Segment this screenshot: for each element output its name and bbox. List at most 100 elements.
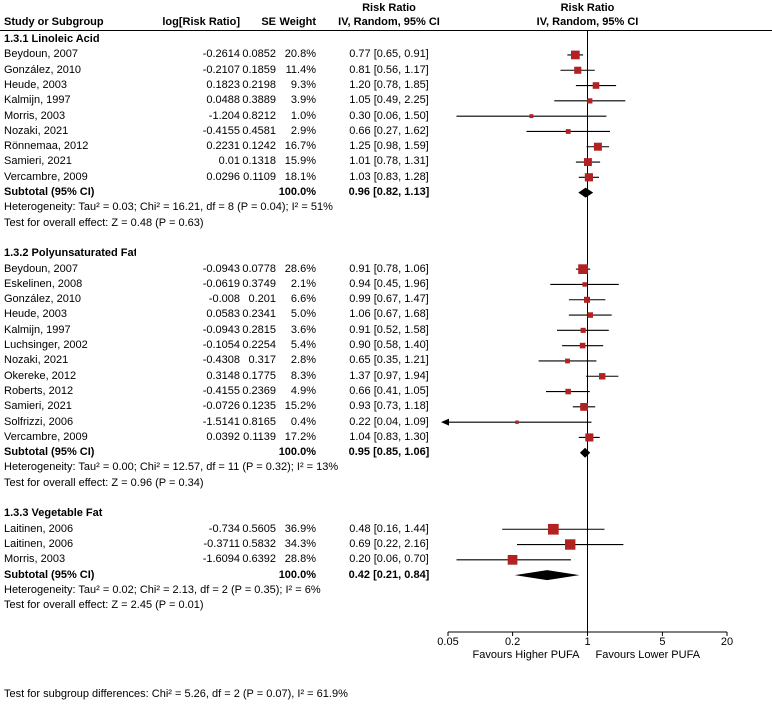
- ci-estimate-text: 0.66 [0.27, 1.62]: [349, 124, 429, 137]
- ci-estimate-text: 1.37 [0.97, 1.94]: [349, 369, 429, 382]
- log-risk-ratio-value: -1.204: [208, 109, 240, 122]
- subtotal-weight: 100.0%: [278, 186, 316, 198]
- standard-error-value: 0.5832: [242, 537, 276, 550]
- standard-error-value: 0.1775: [242, 369, 276, 382]
- study-weight-value: 18.1%: [284, 170, 316, 183]
- study-weight-value: 6.6%: [290, 293, 316, 306]
- ci-estimate-text: 0.94 [0.45, 1.96]: [349, 277, 429, 290]
- study-weight-value: 16.7%: [284, 140, 316, 153]
- heterogeneity-stats: Heterogeneity: Tau² = 0.02; Chi² = 2.13,…: [4, 583, 321, 596]
- study-name: Morris, 2003: [4, 553, 66, 566]
- study-row: Heude, 2003 0.1823 0.2198 9.3% 1.20 [0.78, 1…: [0, 78, 772, 93]
- ci-estimate-text: 0.99 [0.67, 1.47]: [349, 293, 429, 306]
- standard-error-value: 0.0778: [242, 262, 276, 275]
- study-weight-value: 28.8%: [284, 553, 316, 566]
- study-name: Heude, 2003: [4, 78, 67, 91]
- column-header-effect-method: IV, Random, 95% CI: [338, 16, 440, 28]
- standard-error-value: 0.2254: [242, 339, 276, 351]
- subtotal-row: Subtotal (95% CI) 100.0% 0.96 [0.82, 1.13]: [0, 185, 772, 200]
- axis-tick-label: 0.2: [504, 636, 521, 648]
- study-row: Heude, 2003 0.0583 0.2341 5.0% 1.06 [0.67, 1…: [0, 307, 772, 322]
- study-weight-value: 28.6%: [284, 262, 316, 275]
- overall-effect-row: Test for overall effect: Z = 0.96 (P = 0…: [0, 476, 772, 491]
- standard-error-value: 0.8212: [242, 109, 276, 122]
- subtotal-ci-text: 0.42 [0.21, 0.84]: [348, 568, 430, 581]
- study-row: Eskelinen, 2008 -0.0619 0.3749 2.1% 0.94 [0.…: [0, 277, 772, 292]
- subtotal-weight: 100.0%: [278, 568, 316, 581]
- axis-tick-label: 20: [720, 636, 734, 648]
- standard-error-value: 0.5605: [242, 522, 276, 535]
- subgroup-difference-test: Test for subgroup differences: Chi² = 5.…: [4, 688, 348, 700]
- ci-estimate-text: 0.48 [0.16, 1.44]: [349, 522, 429, 535]
- standard-error-value: 0.4581: [242, 124, 276, 137]
- study-weight-value: 5.0%: [290, 308, 316, 321]
- study-name: Kalmijn, 1997: [4, 323, 71, 336]
- study-name: Nozaki, 2021: [4, 354, 69, 367]
- log-risk-ratio-value: -0.0943: [202, 262, 240, 275]
- column-header-se: SE: [261, 16, 276, 28]
- ci-estimate-text: 0.77 [0.65, 0.91]: [349, 48, 429, 61]
- study-row: Samieri, 2021 -0.0726 0.1235 15.2% 0.93 [0.7…: [0, 399, 772, 414]
- log-risk-ratio-value: 0.0488: [206, 94, 240, 107]
- standard-error-value: 0.1139: [243, 430, 276, 443]
- study-weight-value: 3.6%: [290, 323, 316, 336]
- study-weight-value: 1.0%: [290, 109, 316, 122]
- heterogeneity-row: Heterogeneity: Tau² = 0.00; Chi² = 12.57…: [0, 460, 772, 475]
- ci-estimate-text: 0.66 [0.41, 1.05]: [349, 384, 429, 397]
- subtotal-label: Subtotal (95% CI): [4, 446, 95, 459]
- ci-estimate-text: 1.05 [0.49, 2.25]: [349, 94, 429, 107]
- standard-error-value: 0.6392: [242, 553, 276, 566]
- study-row: Morris, 2003 -1.6094 0.6392 28.8% 0.20 [0.06…: [0, 552, 772, 567]
- study-name: Roberts, 2012: [4, 384, 74, 397]
- study-name: Morris, 2003: [4, 109, 66, 122]
- study-row: Laitinen, 2006 -0.734 0.5605 36.9% 0.48 [0.1…: [0, 522, 772, 537]
- study-weight-value: 34.3%: [284, 537, 316, 550]
- effect-column-title: Risk Ratio: [362, 2, 416, 14]
- ci-estimate-text: 1.20 [0.78, 1.85]: [349, 78, 429, 91]
- log-risk-ratio-value: 0.2231: [206, 140, 240, 153]
- favours-right-label: Favours Lower PUFA: [595, 649, 701, 661]
- subgroup-title: 1.3.3 Vegetable Fat: [4, 507, 103, 520]
- study-row: Beydoun, 2007 -0.0943 0.0778 28.6% 0.91 [0.7…: [0, 262, 772, 277]
- subtotal-ci-text: 0.96 [0.82, 1.13]: [348, 186, 430, 198]
- log-risk-ratio-value: -0.4308: [202, 354, 240, 367]
- ci-estimate-text: 0.93 [0.73, 1.18]: [349, 400, 429, 413]
- subgroup-header-row: 1.3.2 Polyunsaturated Fat: [0, 246, 772, 261]
- study-name: González, 2010: [4, 293, 82, 306]
- log-risk-ratio-value: -0.0619: [202, 277, 240, 290]
- study-weight-value: 15.9%: [284, 155, 316, 168]
- subgroup-header-row: 1.3.3 Vegetable Fat: [0, 506, 772, 521]
- study-row: Beydoun, 2007 -0.2614 0.0852 20.8% 0.77 [0.6…: [0, 47, 772, 62]
- log-risk-ratio-value: -0.734: [208, 522, 240, 535]
- log-risk-ratio-value: 0.1823: [206, 78, 240, 91]
- study-weight-value: 17.2%: [284, 430, 316, 443]
- ci-estimate-text: 0.65 [0.35, 1.21]: [349, 354, 429, 367]
- study-row: González, 2010 -0.2107 0.1859 11.4% 0.81 [0.…: [0, 63, 772, 78]
- study-name: Kalmijn, 1997: [4, 94, 71, 107]
- study-row: Vercambre, 2009 0.0392 0.1139 17.2% 1.04 [0.…: [0, 430, 772, 445]
- study-name: Eskelinen, 2008: [4, 277, 83, 290]
- standard-error-value: 0.1859: [242, 63, 276, 76]
- ci-estimate-text: 0.30 [0.06, 1.50]: [349, 109, 429, 122]
- ci-estimate-text: 1.01 [0.78, 1.31]: [349, 155, 429, 168]
- ci-estimate-text: 1.03 [0.83, 1.28]: [349, 170, 429, 183]
- standard-error-value: 0.2341: [242, 308, 276, 321]
- heterogeneity-row: Heterogeneity: Tau² = 0.02; Chi² = 2.13,…: [0, 583, 772, 598]
- study-row: Vercambre, 2009 0.0296 0.1109 18.1% 1.03 [0.…: [0, 170, 772, 185]
- standard-error-value: 0.201: [248, 293, 276, 306]
- study-name: Nozaki, 2021: [4, 124, 69, 137]
- heterogeneity-row: Heterogeneity: Tau² = 0.03; Chi² = 16.21…: [0, 200, 772, 215]
- standard-error-value: 0.1235: [242, 400, 276, 413]
- standard-error-value: 0.2198: [242, 78, 276, 91]
- study-weight-value: 20.8%: [284, 48, 316, 61]
- log-risk-ratio-value: 0.01: [218, 155, 240, 168]
- log-risk-ratio-value: -1.5141: [202, 415, 240, 428]
- axis-tick-label: 1: [584, 636, 591, 648]
- column-header-plot-method: IV, Random, 95% CI: [536, 16, 639, 28]
- study-weight-value: 0.4%: [290, 415, 316, 428]
- study-weight-value: 4.9%: [290, 384, 316, 397]
- study-weight-value: 3.9%: [290, 94, 316, 107]
- standard-error-value: 0.2815: [242, 323, 276, 336]
